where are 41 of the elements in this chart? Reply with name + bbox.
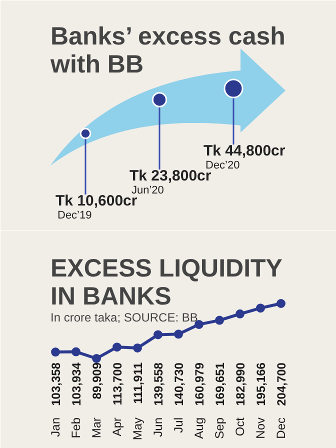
x-tick-label: Mar xyxy=(90,417,104,438)
point xyxy=(194,320,204,329)
x-tick-label: Apr xyxy=(110,417,124,436)
data-label: 182,990 xyxy=(234,362,248,406)
x-tick-label: Jan xyxy=(48,417,62,437)
point xyxy=(112,342,122,352)
point xyxy=(256,304,265,313)
chart-title: EXCESS LIQUIDITY IN BANKS xyxy=(50,254,283,310)
category-label: Dec’19 xyxy=(58,210,92,222)
point xyxy=(215,316,224,325)
x-tick-label: Jul xyxy=(172,417,186,433)
x-tick-label: Aug xyxy=(192,417,206,439)
data-label: 169,651 xyxy=(213,362,227,406)
text: Banks’ excess cash with BB xyxy=(50,22,286,78)
data-label: 103,358 xyxy=(49,362,63,406)
data-label: 204,700 xyxy=(274,362,288,406)
data-label: 113,700 xyxy=(110,362,124,406)
point xyxy=(236,309,244,318)
x-tick-label: Dec xyxy=(274,417,288,439)
x-tick-label: Nov xyxy=(254,417,268,439)
data-label: 195,166 xyxy=(254,362,268,406)
data-label: Tk 44,800cr xyxy=(204,142,286,160)
x-tick-label: Feb xyxy=(69,417,83,438)
point xyxy=(51,348,60,357)
x-tick-label: Oct xyxy=(233,416,247,436)
point xyxy=(154,330,162,340)
data-label: 111,911 xyxy=(131,362,145,404)
data-label: 139,558 xyxy=(152,362,166,406)
data-label: 160,979 xyxy=(192,362,206,406)
data-label: 89,909 xyxy=(90,362,104,400)
x-tick-label: Jun xyxy=(151,417,165,437)
text: In crore taka; SOURCE: BB xyxy=(50,310,198,324)
point xyxy=(276,299,286,308)
point xyxy=(133,343,142,352)
x-tick-label: Sep xyxy=(212,417,226,439)
x-tick-label: May xyxy=(130,418,144,440)
point xyxy=(174,330,183,339)
point xyxy=(92,354,101,363)
data-label: 103,934 xyxy=(70,362,84,406)
data-label: 140,730 xyxy=(172,362,186,406)
point xyxy=(72,347,80,356)
